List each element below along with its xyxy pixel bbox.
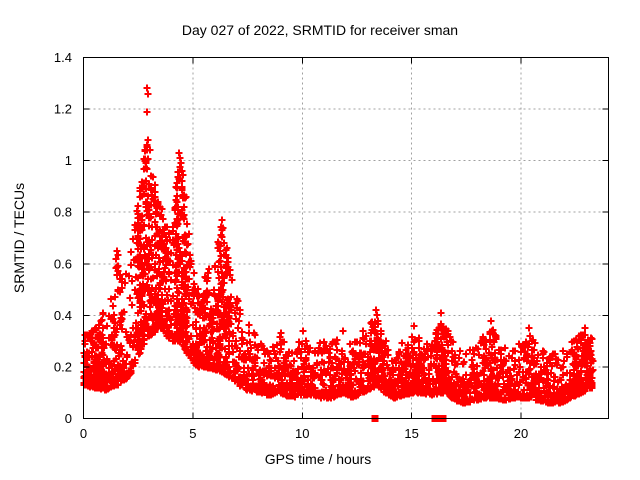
- y-tick-label: 0.6: [54, 256, 72, 271]
- tick-marks: [83, 57, 609, 419]
- y-tick-label: 1: [65, 153, 72, 168]
- tick-labels: 0 5 10 15 20 0 0.2 0.4 0.6 0.8 1 1.2 1.4: [54, 50, 528, 441]
- y-tick-label: 0.4: [54, 308, 72, 323]
- y-tick-label: 0.8: [54, 205, 72, 220]
- chart-title: Day 027 of 2022, SRMTID for receiver sma…: [182, 22, 458, 38]
- plot-border: [83, 57, 609, 419]
- x-tick-label: 20: [514, 426, 528, 441]
- y-tick-label: 1.4: [54, 50, 72, 65]
- y-tick-label: 1.2: [54, 102, 72, 117]
- y-axis-label: SRMTID / TECUs: [11, 183, 27, 293]
- axes-frame: [83, 57, 609, 419]
- x-tick-label: 5: [189, 426, 196, 441]
- data-points: [80, 84, 597, 407]
- x-tick-label: 0: [80, 426, 87, 441]
- scatter-points-path: [80, 84, 597, 407]
- x-tick-label: 15: [404, 426, 418, 441]
- y-tick-label: 0: [65, 411, 72, 426]
- y-tick-label: 0.2: [54, 359, 72, 374]
- x-axis-label: GPS time / hours: [265, 451, 372, 467]
- x-tick-label: 10: [295, 426, 309, 441]
